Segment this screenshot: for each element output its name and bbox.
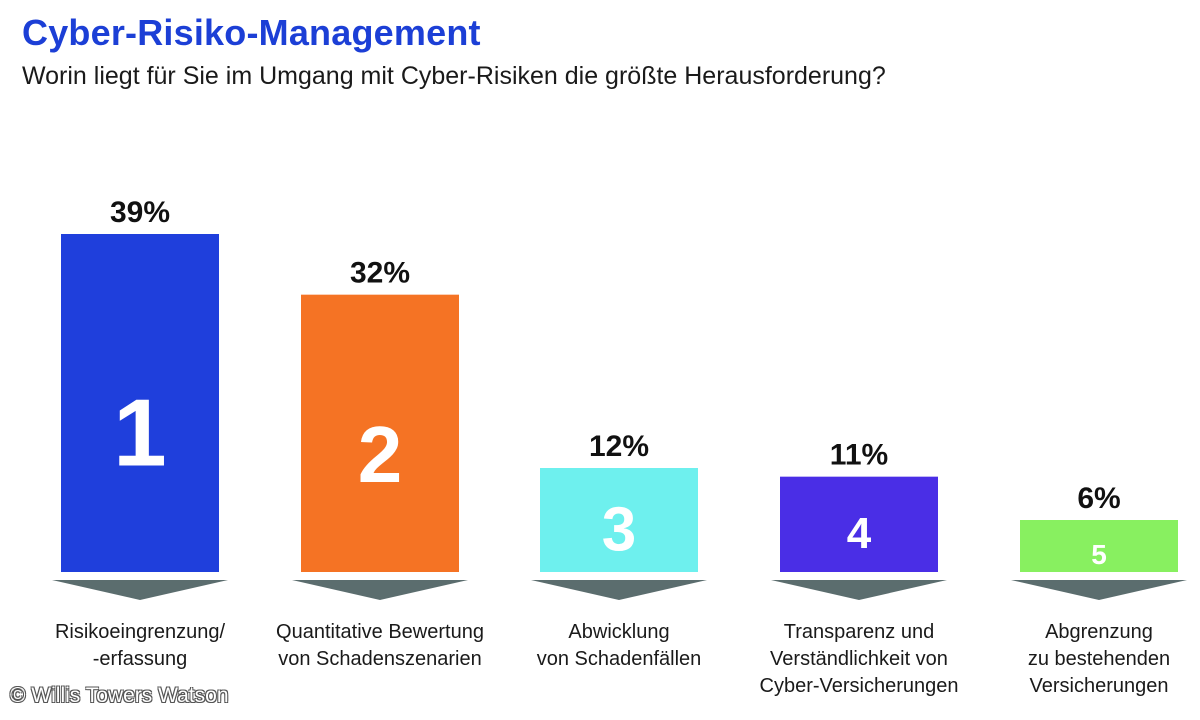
category-label-line: zu bestehenden <box>1027 648 1171 670</box>
category-label-line: von Schadenfällen <box>536 648 702 670</box>
category-label-line: Cyber-Versicherungen <box>759 675 959 697</box>
category-label-1: Risikoeingrenzung/ -erfassung <box>10 619 270 673</box>
bar-1 <box>61 234 219 572</box>
bar-arrow-5 <box>1011 580 1187 600</box>
bar-3 <box>540 468 698 572</box>
category-label-line: Verständlichkeit von <box>770 648 948 670</box>
bar-arrow-1 <box>52 580 228 600</box>
bar-rank-2: 2 <box>358 410 403 499</box>
category-label-line: Abwicklung <box>568 621 670 643</box>
category-label-5: Abgrenzung zu bestehenden Versicherungen <box>969 619 1200 700</box>
category-label-line: -erfassung <box>92 648 188 670</box>
bar-rank-5: 5 <box>1091 539 1107 570</box>
value-label-1: 39% <box>110 196 170 229</box>
bar-5 <box>1020 520 1178 572</box>
value-label-2: 32% <box>350 257 410 290</box>
bar-rank-4: 4 <box>847 509 872 558</box>
chart-subtitle: Worin liegt für Sie im Umgang mit Cyber-… <box>22 62 886 90</box>
category-label-line: Quantitative Bewertung <box>276 621 484 643</box>
value-label-4: 11% <box>830 439 888 472</box>
chart-title: Cyber-Risiko-Management <box>22 12 481 53</box>
bar-rank-3: 3 <box>602 495 636 564</box>
value-label-5: 6% <box>1077 482 1120 515</box>
bar-rank-1: 1 <box>113 380 166 487</box>
category-label-line: Abgrenzung <box>1045 621 1153 643</box>
category-label-line: von Schadenszenarien <box>278 648 482 670</box>
bar-2 <box>301 294 459 572</box>
category-label-3: Abwicklung von Schadenfällen <box>489 619 749 673</box>
category-label-line: Versicherungen <box>1029 675 1169 697</box>
category-label-line: Transparenz und <box>783 621 935 643</box>
bar-4 <box>780 476 938 572</box>
bar-arrow-3 <box>531 580 707 600</box>
category-label-line: Risikoeingrenzung/ <box>54 621 226 643</box>
category-label-4: Transparenz und Verständlichkeit von Cyber… <box>729 619 989 700</box>
value-label-3: 12% <box>589 430 649 463</box>
copyright-credit: © Willis Towers Watson <box>10 684 229 707</box>
bar-arrow-4 <box>771 580 947 600</box>
category-label-2: Quantitative Bewertung von Schadenszenari… <box>250 619 510 673</box>
bar-arrow-2 <box>292 580 468 600</box>
